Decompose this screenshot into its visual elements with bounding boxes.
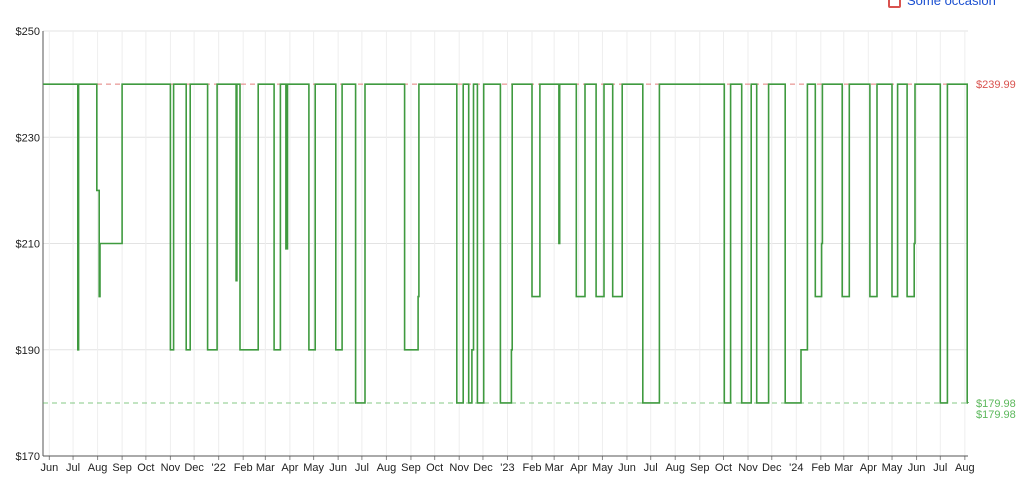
legend-checkbox-icon[interactable] <box>888 0 901 9</box>
x-tick-label: Jul <box>66 462 80 474</box>
x-tick-label: Apr <box>281 462 298 474</box>
x-tick-label: Jul <box>933 462 947 474</box>
x-tick-label: Jun <box>908 462 926 474</box>
y-tick-label: $250 <box>16 26 40 38</box>
x-tick-label: Nov <box>738 462 758 474</box>
x-tick-label: Mar <box>256 462 275 474</box>
x-tick-label: Mar <box>834 462 853 474</box>
axes <box>42 31 968 460</box>
x-tick-label: Oct <box>426 462 443 474</box>
x-tick-label: Dec <box>184 462 204 474</box>
price-series-line <box>43 83 969 404</box>
x-tick-label: '22 <box>211 462 225 474</box>
y-tick-label: $230 <box>16 132 40 144</box>
x-tick-label: '24 <box>789 462 803 474</box>
x-tick-label: Aug <box>955 462 975 474</box>
series-group <box>43 83 969 404</box>
x-tick-label: Feb <box>234 462 253 474</box>
x-tick-label: Jun <box>40 462 58 474</box>
x-tick-label: Jun <box>618 462 636 474</box>
reference-line-label: $179.98 <box>976 398 1016 410</box>
y-tick-label: $190 <box>16 345 40 357</box>
gridlines <box>43 30 968 457</box>
x-tick-label: Dec <box>473 462 493 474</box>
reference-line-label: $239.99 <box>976 79 1016 91</box>
x-tick-label: Mar <box>545 462 564 474</box>
x-tick-label: May <box>303 462 324 474</box>
x-tick-label: Oct <box>715 462 732 474</box>
x-tick-label: Sep <box>112 462 132 474</box>
x-tick-label: Feb <box>523 462 542 474</box>
x-tick-label: Apr <box>570 462 587 474</box>
x-tick-label: May <box>882 462 903 474</box>
x-tick-label: Feb <box>811 462 830 474</box>
x-tick-label: Aug <box>665 462 685 474</box>
y-tick-label: $210 <box>16 239 40 251</box>
legend-item-label: Some occasion <box>907 0 996 8</box>
chart-legend[interactable]: Some occasion <box>888 0 996 9</box>
x-tick-label: May <box>592 462 613 474</box>
x-tick-label: Sep <box>690 462 710 474</box>
x-tick-label: Apr <box>860 462 877 474</box>
y-tick-label: $170 <box>16 451 40 463</box>
current-price-label: $179.98 <box>976 409 1016 421</box>
x-tick-label: Jul <box>355 462 369 474</box>
x-tick-label: Aug <box>377 462 397 474</box>
x-tick-label: Jun <box>329 462 347 474</box>
x-tick-label: Aug <box>88 462 108 474</box>
x-tick-label: '23 <box>500 462 514 474</box>
x-tick-label: Dec <box>762 462 782 474</box>
x-tick-label: Jul <box>644 462 658 474</box>
x-tick-label: Oct <box>137 462 154 474</box>
x-tick-label: Nov <box>449 462 469 474</box>
x-tick-label: Sep <box>401 462 421 474</box>
x-tick-label: Nov <box>161 462 181 474</box>
